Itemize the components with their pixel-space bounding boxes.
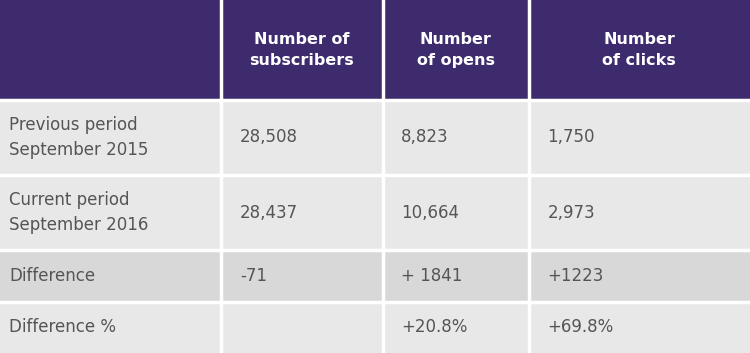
Text: 28,437: 28,437 bbox=[240, 204, 298, 222]
Text: 1,750: 1,750 bbox=[548, 128, 595, 146]
Text: 2,973: 2,973 bbox=[548, 204, 596, 222]
Bar bbox=[529, 0, 750, 100]
Text: Number
of opens: Number of opens bbox=[416, 32, 494, 68]
Text: Difference %: Difference % bbox=[9, 318, 116, 336]
Bar bbox=[0, 175, 750, 250]
Text: 8,823: 8,823 bbox=[401, 128, 448, 146]
Text: Difference: Difference bbox=[9, 267, 95, 285]
Bar bbox=[221, 0, 382, 100]
Text: Number of
subscribers: Number of subscribers bbox=[250, 32, 354, 68]
Bar bbox=[0, 250, 750, 302]
Text: Number
of clicks: Number of clicks bbox=[602, 32, 676, 68]
Text: +69.8%: +69.8% bbox=[548, 318, 614, 336]
Bar bbox=[0, 0, 221, 100]
Text: 10,664: 10,664 bbox=[401, 204, 459, 222]
Text: + 1841: + 1841 bbox=[401, 267, 463, 285]
Text: -71: -71 bbox=[240, 267, 267, 285]
Bar bbox=[0, 100, 750, 175]
Bar bbox=[0, 302, 750, 353]
Text: Current period
September 2016: Current period September 2016 bbox=[9, 191, 148, 234]
Text: +1223: +1223 bbox=[548, 267, 604, 285]
Text: +20.8%: +20.8% bbox=[401, 318, 468, 336]
Bar bbox=[382, 0, 529, 100]
Text: 28,508: 28,508 bbox=[240, 128, 298, 146]
Text: Previous period
September 2015: Previous period September 2015 bbox=[9, 116, 148, 159]
